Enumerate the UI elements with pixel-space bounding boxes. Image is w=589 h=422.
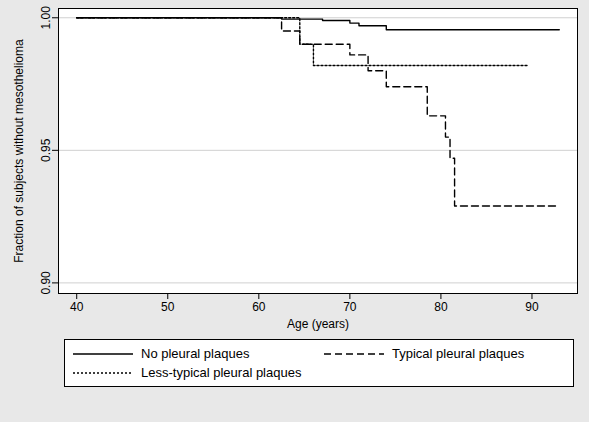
svg-text:70: 70 [343, 300, 357, 314]
svg-text:80: 80 [434, 300, 448, 314]
svg-text:1.00: 1.00 [39, 6, 53, 30]
html-text:Typical pleural plaques: Typical pleural plaques [392, 346, 525, 361]
svg-text:0.90: 0.90 [39, 271, 53, 295]
svg-text:Fraction of subjects without m: Fraction of subjects without mesotheliom… [12, 39, 26, 263]
svg-text:90: 90 [525, 300, 539, 314]
svg-text:40: 40 [70, 300, 84, 314]
svg-text:Age (years): Age (years) [287, 317, 349, 331]
html-text:No pleural plaques: No pleural plaques [141, 346, 250, 361]
svg-text:50: 50 [161, 300, 175, 314]
html-text:Less-typical pleural plaques: Less-typical pleural plaques [141, 365, 302, 380]
svg-text:60: 60 [252, 300, 266, 314]
svg-text:0.95: 0.95 [39, 138, 53, 162]
